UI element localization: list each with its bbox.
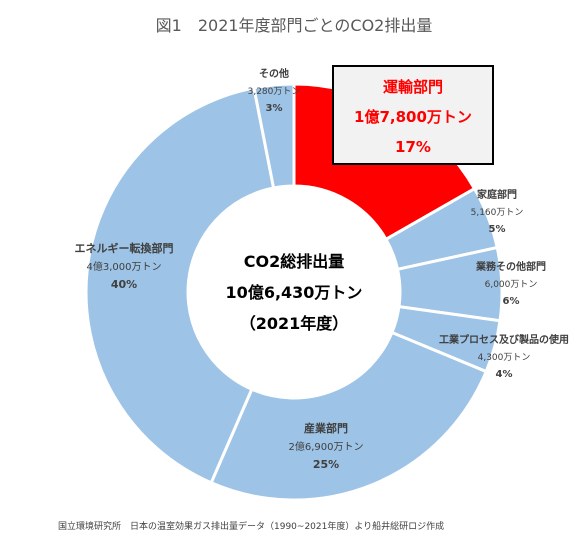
slice-label-2: 業務その他部門 6,000万トン 6% — [475, 260, 546, 307]
slice-6 — [252, 82, 296, 190]
slice-label-0: 運輸部門 1億7,800万トン 17% — [332, 65, 494, 165]
slice-amount: 6,000万トン — [485, 280, 538, 290]
slice-amount: 4,300万トン — [478, 353, 531, 363]
slice-name: エネルギー転換部門 — [75, 241, 174, 255]
center-line-3: （2021年度） — [240, 314, 349, 333]
center-line-2: 10億6,430万トン — [226, 283, 363, 302]
center-line-1: CO2総排出量 — [244, 252, 344, 271]
slice-percent: 40% — [111, 278, 137, 291]
slice-5 — [84, 86, 276, 485]
center-total-label: CO2総排出量 10億6,430万トン （2021年度） — [226, 252, 363, 333]
slice-percent: 3% — [266, 103, 283, 114]
slice-percent: 5% — [489, 224, 506, 235]
slice-name: その他 — [259, 67, 289, 80]
slice-label-3: 工業プロセス及び製品の使用 4,300万トン 4% — [439, 333, 569, 380]
slice-label-1: 家庭部門 5,160万トン 5% — [471, 188, 524, 235]
slice-amount: 4億3,000万トン — [87, 260, 162, 273]
slice-name: 工業プロセス及び製品の使用 — [439, 333, 569, 346]
slice-name: 家庭部門 — [477, 188, 517, 201]
slice-4 — [209, 330, 489, 502]
slice-label-6: その他 3,280万トン 3% — [248, 67, 301, 114]
slice-label-5: エネルギー転換部門 4億3,000万トン 40% — [75, 241, 174, 291]
chart-title: 図1 2021年度部門ごとのCO2排出量 — [155, 16, 433, 35]
slice-name: 運輸部門 — [383, 78, 443, 96]
slice-percent: 4% — [496, 369, 513, 380]
slice-amount: 3,280万トン — [248, 87, 301, 97]
slice-label-4: 産業部門 2億6,900万トン 25% — [289, 421, 364, 471]
slice-amount: 1億7,800万トン — [354, 108, 472, 126]
slice-percent: 6% — [503, 296, 520, 307]
slice-percent: 17% — [395, 138, 431, 156]
slice-name: 産業部門 — [304, 421, 348, 435]
slice-name: 業務その他部門 — [475, 260, 546, 273]
highlight-callout-box — [332, 65, 494, 165]
slice-amount: 2億6,900万トン — [289, 440, 364, 453]
slice-percent: 25% — [313, 458, 339, 471]
slice-amount: 5,160万トン — [471, 208, 524, 218]
source-note: 国立環境研究所 日本の温室効果ガス排出量データ（1990~2021年度）より船井… — [58, 522, 445, 532]
